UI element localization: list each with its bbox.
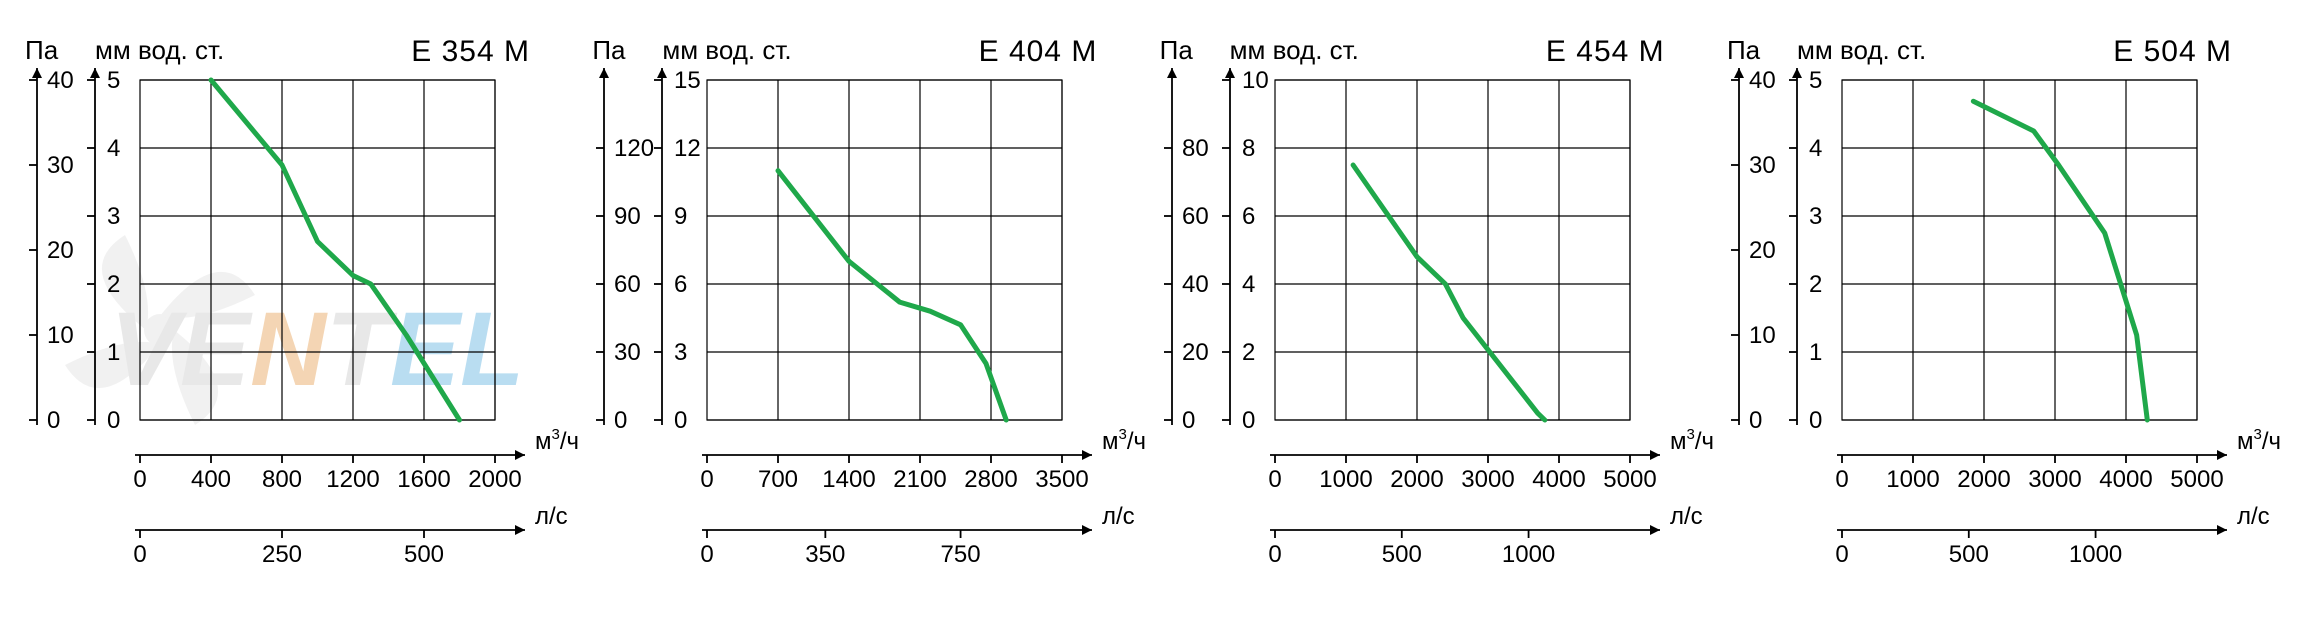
svg-text:м3/ч: м3/ч	[535, 426, 579, 455]
svg-text:0: 0	[133, 466, 146, 493]
svg-text:м3/ч: м3/ч	[2237, 426, 2281, 455]
svg-text:10: 10	[1749, 322, 1776, 349]
chart-panels: Па мм вод. ст. E 354 M 01020304001234504…	[0, 0, 2307, 619]
svg-text:1: 1	[1809, 339, 1822, 366]
svg-text:2: 2	[1809, 271, 1822, 298]
svg-text:4: 4	[1242, 271, 1255, 298]
svg-text:250: 250	[262, 541, 302, 568]
svg-text:1200: 1200	[326, 466, 379, 493]
svg-text:10: 10	[1242, 67, 1269, 94]
svg-text:500: 500	[1949, 541, 1989, 568]
svg-text:6: 6	[1242, 203, 1255, 230]
svg-text:5000: 5000	[1603, 466, 1656, 493]
svg-text:80: 80	[1182, 135, 1209, 162]
svg-text:3500: 3500	[1036, 466, 1089, 493]
svg-text:0: 0	[1749, 407, 1762, 434]
chart-svg: 03060901200369121507001400210028003500м3…	[592, 20, 1147, 600]
svg-text:1400: 1400	[823, 466, 876, 493]
svg-text:2000: 2000	[1390, 466, 1443, 493]
svg-text:1000: 1000	[1502, 541, 1555, 568]
svg-text:8: 8	[1242, 135, 1255, 162]
svg-text:0: 0	[1835, 466, 1848, 493]
chart-svg: 0102030400123450400800120016002000м3/ч02…	[25, 20, 580, 600]
svg-text:1: 1	[107, 339, 120, 366]
svg-text:5000: 5000	[2170, 466, 2223, 493]
svg-text:1600: 1600	[397, 466, 450, 493]
chart-panel-3: Па мм вод. ст. E 504 M 01020304001234501…	[1727, 20, 2282, 600]
chart-panel-2: Па мм вод. ст. E 454 M 02040608002468100…	[1160, 20, 1715, 600]
svg-text:2800: 2800	[965, 466, 1018, 493]
svg-text:350: 350	[806, 541, 846, 568]
svg-text:0: 0	[674, 407, 687, 434]
chart-svg: 010203040012345010002000300040005000м3/ч…	[1727, 20, 2282, 600]
svg-text:0: 0	[133, 541, 146, 568]
svg-text:2: 2	[1242, 339, 1255, 366]
svg-text:0: 0	[1809, 407, 1822, 434]
svg-text:0: 0	[107, 407, 120, 434]
svg-text:30: 30	[47, 152, 74, 179]
svg-text:2000: 2000	[1957, 466, 2010, 493]
svg-text:1000: 1000	[1319, 466, 1372, 493]
svg-text:4: 4	[1809, 135, 1822, 162]
svg-text:400: 400	[191, 466, 231, 493]
svg-text:60: 60	[1182, 203, 1209, 230]
svg-text:5: 5	[1809, 67, 1822, 94]
svg-text:20: 20	[1749, 237, 1776, 264]
svg-text:0: 0	[701, 541, 714, 568]
chart-panel-1: Па мм вод. ст. E 404 M 03060901200369121…	[592, 20, 1147, 600]
svg-text:500: 500	[1381, 541, 1421, 568]
svg-text:3: 3	[1809, 203, 1822, 230]
svg-text:л/с: л/с	[1670, 503, 1703, 530]
svg-text:6: 6	[674, 271, 687, 298]
svg-text:2000: 2000	[468, 466, 521, 493]
svg-text:0: 0	[701, 466, 714, 493]
svg-text:1000: 1000	[2069, 541, 2122, 568]
svg-text:м3/ч: м3/ч	[1670, 426, 1714, 455]
svg-text:0: 0	[614, 407, 627, 434]
svg-text:800: 800	[262, 466, 302, 493]
svg-text:30: 30	[1749, 152, 1776, 179]
svg-text:1000: 1000	[1886, 466, 1939, 493]
svg-text:90: 90	[614, 203, 641, 230]
svg-text:л/с: л/с	[2237, 503, 2270, 530]
svg-text:0: 0	[1268, 541, 1281, 568]
svg-text:10: 10	[47, 322, 74, 349]
svg-text:700: 700	[758, 466, 798, 493]
svg-text:15: 15	[674, 67, 701, 94]
svg-text:2: 2	[107, 271, 120, 298]
svg-text:20: 20	[1182, 339, 1209, 366]
svg-text:4: 4	[107, 135, 120, 162]
svg-text:0: 0	[47, 407, 60, 434]
svg-text:3000: 3000	[2028, 466, 2081, 493]
svg-text:500: 500	[404, 541, 444, 568]
svg-text:0: 0	[1835, 541, 1848, 568]
svg-text:м3/ч: м3/ч	[1102, 426, 1146, 455]
svg-text:5: 5	[107, 67, 120, 94]
svg-text:0: 0	[1268, 466, 1281, 493]
svg-text:60: 60	[614, 271, 641, 298]
svg-text:120: 120	[614, 135, 654, 162]
svg-text:3: 3	[674, 339, 687, 366]
svg-text:30: 30	[614, 339, 641, 366]
svg-text:3: 3	[107, 203, 120, 230]
svg-text:3000: 3000	[1461, 466, 1514, 493]
svg-text:л/с: л/с	[535, 503, 568, 530]
chart-svg: 0204060800246810010002000300040005000м3/…	[1160, 20, 1715, 600]
svg-text:750: 750	[941, 541, 981, 568]
svg-text:л/с: л/с	[1102, 503, 1135, 530]
svg-text:4000: 4000	[1532, 466, 1585, 493]
svg-text:40: 40	[1749, 67, 1776, 94]
svg-text:9: 9	[674, 203, 687, 230]
svg-text:0: 0	[1182, 407, 1195, 434]
svg-text:0: 0	[1242, 407, 1255, 434]
chart-panel-0: Па мм вод. ст. E 354 M 01020304001234504…	[25, 20, 580, 600]
svg-text:12: 12	[674, 135, 701, 162]
svg-text:20: 20	[47, 237, 74, 264]
svg-text:4000: 4000	[2099, 466, 2152, 493]
svg-text:2100: 2100	[894, 466, 947, 493]
svg-text:40: 40	[1182, 271, 1209, 298]
svg-text:40: 40	[47, 67, 74, 94]
